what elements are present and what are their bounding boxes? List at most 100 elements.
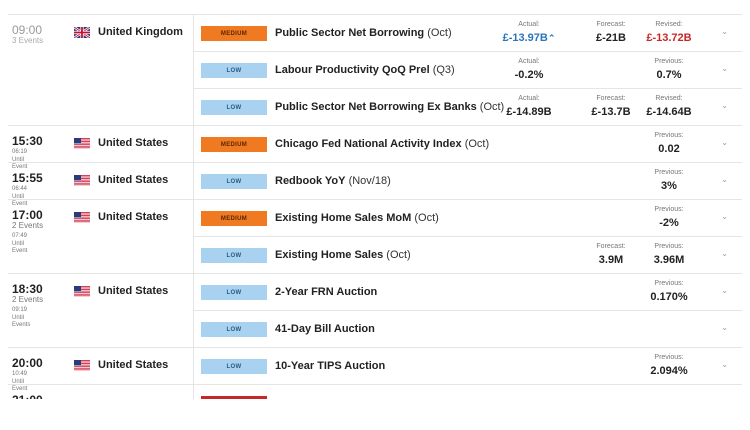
event-value: Previous: 0.170% (634, 280, 704, 303)
us-flag-icon (74, 359, 90, 371)
event-time-group: 20:00 10:49 Until Event United States LOW 10-Y… (8, 347, 742, 392)
event-value: Actual: £-13.97B⌃ (494, 21, 564, 44)
event-name[interactable]: Public Sector Net Borrowing (Oct) (275, 27, 452, 39)
event-row[interactable]: LOW 2-Year FRN Auction Previous: 0.170% ⌄ (194, 274, 742, 311)
event-value: Forecast: 3.9M (576, 243, 646, 266)
value-text: -2% (659, 217, 679, 229)
value-text: £-14.64B (646, 106, 692, 118)
group-left-column: 20:00 10:49 Until Event United States (8, 348, 194, 392)
countdown-text: Until (12, 240, 25, 247)
event-value: Actual: -0.2% (494, 58, 564, 81)
event-name[interactable]: 2-Year FRN Auction (275, 286, 377, 298)
value-number: 3.96M (634, 254, 704, 266)
value-number: £-13.97B⌃ (494, 32, 564, 44)
chevron-down-icon[interactable]: ⌄ (721, 64, 728, 73)
event-title: Existing Home Sales (275, 249, 384, 261)
impact-badge: LOW (201, 248, 267, 263)
value-text: £-14.89B (506, 106, 552, 118)
event-row[interactable]: MEDIUM Public Sector Net Borrowing (Oct) A… (194, 15, 742, 52)
value-label: Previous: (654, 280, 684, 287)
country-name: United States (98, 137, 169, 149)
event-row[interactable] (194, 385, 742, 399)
impact-badge: LOW (201, 359, 267, 374)
event-time: 15:30 (12, 134, 43, 148)
value-text: 3.9M (598, 254, 624, 266)
country-label: United States (74, 285, 168, 297)
event-row[interactable]: LOW Redbook YoY (Nov/18) Previous: 3% ⌄ (194, 163, 742, 199)
event-name[interactable]: Redbook YoY (Nov/18) (275, 175, 391, 187)
value-number: 0.02 (634, 143, 704, 155)
event-row[interactable]: LOW Labour Productivity QoQ Prel (Q3) Actu… (194, 52, 742, 89)
event-name[interactable]: 10-Year TIPS Auction (275, 360, 385, 372)
event-name[interactable]: 41-Day Bill Auction (275, 323, 375, 335)
value-number: -0.2% (494, 69, 564, 81)
event-row[interactable]: LOW 41-Day Bill Auction ⌄ (194, 311, 742, 347)
group-left-column: 21:00 (8, 385, 194, 399)
event-value: Revised: £-13.72B (634, 21, 704, 44)
impact-badge: LOW (201, 174, 267, 189)
value-label: Forecast: (596, 243, 626, 250)
impact-badge: LOW (201, 285, 267, 300)
countdown-text: Until (12, 156, 25, 163)
chevron-down-icon[interactable]: ⌄ (721, 249, 728, 258)
event-name[interactable]: Existing Home Sales MoM (Oct) (275, 212, 439, 224)
event-value: Previous: 3.96M (634, 243, 704, 266)
countdown-text: Event (12, 386, 28, 392)
chevron-down-icon[interactable]: ⌄ (721, 286, 728, 295)
event-period: (Oct) (427, 27, 452, 39)
event-period: (Oct) (386, 249, 411, 261)
event-row[interactable]: LOW Existing Home Sales (Oct) Forecast: 3.9… (194, 237, 742, 273)
event-row[interactable]: MEDIUM Existing Home Sales MoM (Oct) Previ… (194, 200, 742, 237)
impact-badge: MEDIUM (201, 26, 267, 41)
chevron-down-icon[interactable]: ⌄ (721, 101, 728, 110)
chevron-down-icon[interactable]: ⌄ (721, 175, 728, 184)
chevron-down-icon[interactable]: ⌄ (721, 138, 728, 147)
event-row[interactable]: LOW Public Sector Net Borrowing Ex Banks … (194, 89, 742, 125)
economic-calendar: 09:00 3 Events United Kingdom MEDIUM Public … (8, 14, 742, 399)
value-number: £-14.89B (494, 106, 564, 118)
group-left-column: 09:00 3 Events United Kingdom (8, 15, 194, 125)
country-label: United States (74, 174, 168, 186)
value-text: 0.7% (656, 69, 682, 81)
event-time: 18:30 (12, 282, 43, 296)
event-value: Revised: £-14.64B (634, 95, 704, 118)
event-name[interactable]: Public Sector Net Borrowing Ex Banks (Oc… (275, 101, 504, 113)
chevron-down-icon[interactable]: ⌄ (721, 360, 728, 369)
countdown-text: Until (12, 314, 25, 321)
value-text: £-13.72B (646, 32, 692, 44)
event-time-group: 09:00 3 Events United Kingdom MEDIUM Public … (8, 14, 742, 125)
value-text: £-13.97B (502, 32, 548, 44)
event-row[interactable]: LOW 10-Year TIPS Auction Previous: 2.094% ⌄ (194, 348, 742, 384)
chevron-down-icon[interactable]: ⌄ (721, 212, 728, 221)
event-period: (Oct) (414, 212, 439, 224)
country-name: United States (98, 285, 169, 297)
us-flag-icon (74, 285, 90, 297)
event-value: Previous: 0.02 (634, 132, 704, 155)
value-text: £-21B (596, 32, 626, 44)
value-label: Actual: (518, 21, 540, 28)
value-number: £-14.64B (634, 106, 704, 118)
value-number: -2% (634, 217, 704, 229)
event-time: 15:55 (12, 171, 43, 185)
event-row[interactable]: MEDIUM Chicago Fed National Activity Inde… (194, 126, 742, 162)
event-period: (Oct) (464, 138, 490, 150)
event-name[interactable]: Labour Productivity QoQ Prel (Q3) (275, 64, 455, 76)
chevron-down-icon[interactable]: ⌄ (721, 27, 728, 36)
value-label: Forecast: (596, 21, 626, 28)
chevron-down-icon[interactable]: ⌄ (721, 323, 728, 332)
value-text: -0.2% (514, 69, 544, 81)
event-name[interactable]: Existing Home Sales (Oct) (275, 249, 411, 261)
event-value: Previous: -2% (634, 206, 704, 229)
value-label: Previous: (654, 354, 684, 361)
value-label: Previous: (654, 206, 684, 213)
value-number: £-13.7B (576, 106, 646, 118)
group-left-column: 17:00 2 Events 07:49 Until Event United State… (8, 200, 194, 273)
event-title: Redbook YoY (275, 175, 346, 187)
event-value: Previous: 2.094% (634, 354, 704, 377)
us-flag-icon (74, 174, 90, 186)
value-number: 3% (634, 180, 704, 192)
value-label: Forecast: (596, 95, 626, 102)
countdown-text: Until (12, 378, 25, 385)
event-period: (Q3) (432, 64, 455, 76)
event-name[interactable]: Chicago Fed National Activity Index (Oct… (275, 138, 489, 150)
